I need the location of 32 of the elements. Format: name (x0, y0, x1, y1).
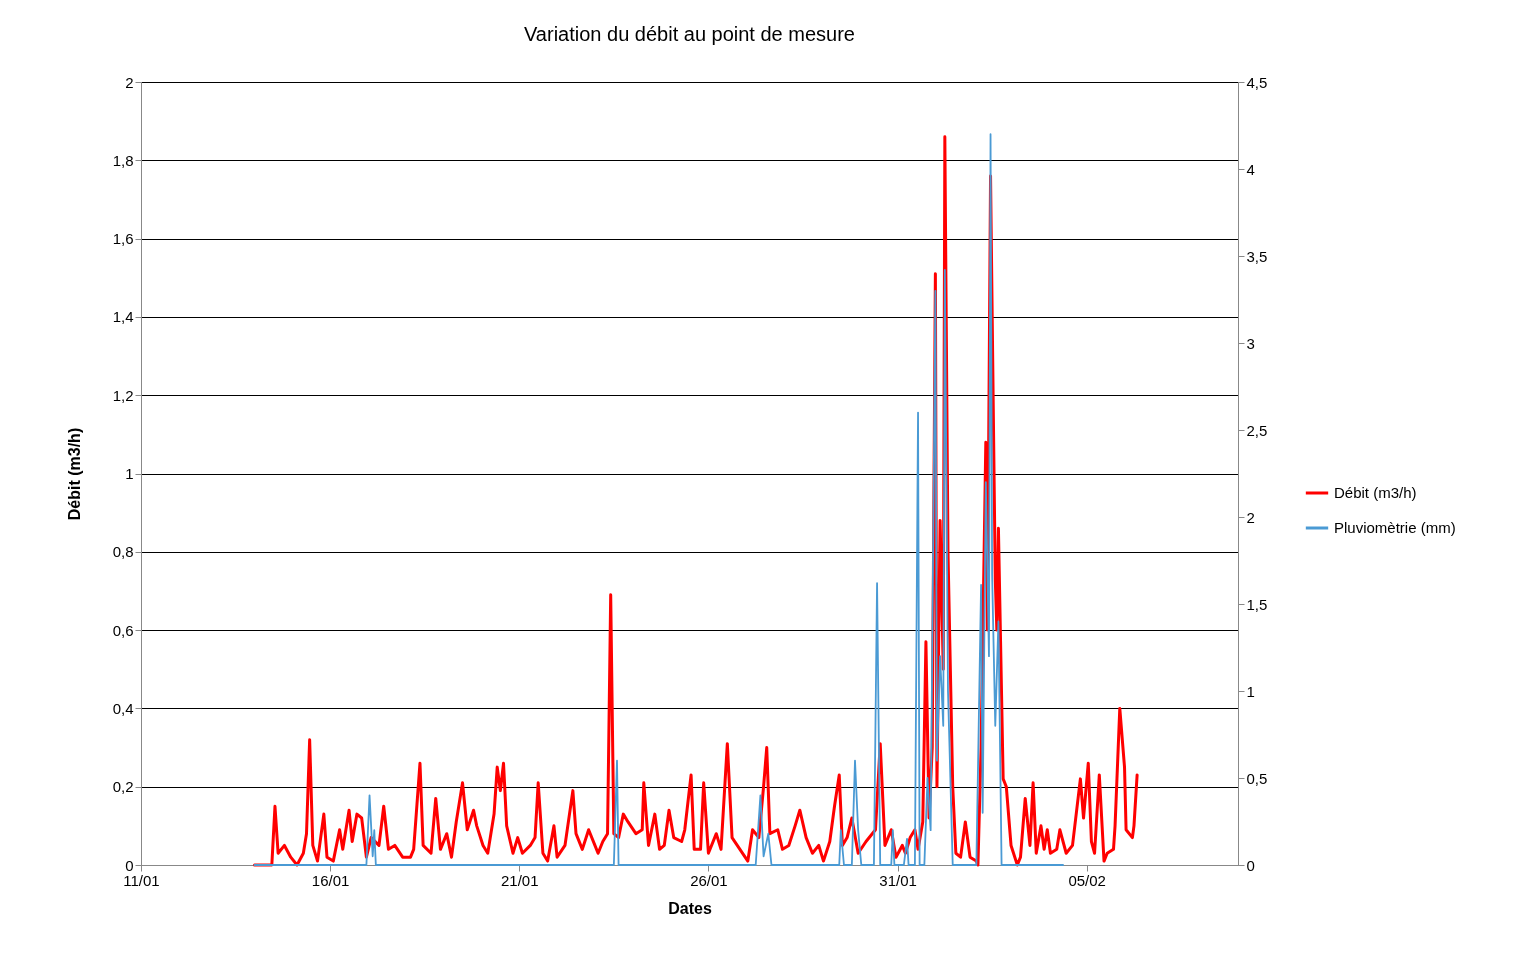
y-tick-label: 1,2 (112, 386, 134, 404)
legend-label: Pluviomètrie (mm) (1334, 519, 1456, 536)
y-tick-label: 1,6 (112, 230, 134, 248)
y2-tick-label: 1,5 (1246, 595, 1268, 613)
legend-label: Débit (m3/h) (1334, 484, 1417, 501)
y-tick-label: 0,2 (112, 778, 134, 796)
x-tick-label: 16/01 (311, 871, 350, 889)
y2-tick-label: 0 (1246, 856, 1255, 874)
x-tick-label: 11/01 (123, 871, 160, 889)
x-tick-label: 26/01 (690, 871, 728, 889)
y2-tick-label: 4 (1246, 160, 1255, 178)
x-axis-title: Dates (668, 899, 712, 917)
x-tick-label: 21/01 (501, 871, 539, 889)
x-tick-label: 31/01 (879, 871, 917, 889)
y2-tick-label: 3 (1246, 334, 1255, 352)
y2-tick-label: 0,5 (1246, 769, 1268, 787)
y-tick-label: 1,8 (112, 151, 134, 169)
y-tick-label: 0,6 (112, 621, 134, 639)
y-tick-label: 0,8 (112, 543, 134, 561)
y-tick-label: 1,4 (112, 308, 134, 326)
chart-title: Variation du débit au point de mesure (524, 23, 855, 45)
y2-tick-label: 2,5 (1246, 421, 1268, 439)
y-tick-label: 0 (125, 856, 134, 874)
y2-tick-label: 3,5 (1246, 247, 1268, 265)
y2-tick-label: 1 (1246, 682, 1255, 700)
y2-tick-label: 2 (1246, 508, 1255, 526)
y-axis-title: Débit (m3/h) (65, 427, 83, 521)
y-tick-label: 1 (125, 465, 134, 482)
y2-tick-label: 4,5 (1246, 73, 1268, 91)
x-tick-label: 05/02 (1068, 871, 1106, 889)
y-tick-label: 0,4 (112, 699, 134, 717)
y-tick-label: 2 (125, 73, 134, 91)
